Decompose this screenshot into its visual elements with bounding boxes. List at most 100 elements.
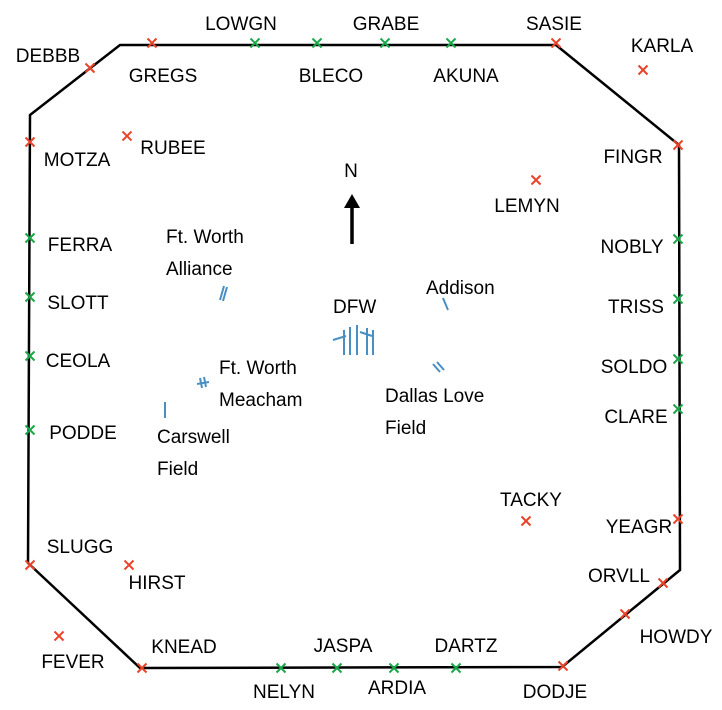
- fix-label: SLOTT: [47, 293, 109, 314]
- fix-marker: [24, 424, 36, 436]
- fix-label: MOTZA: [44, 150, 111, 171]
- marker-stroke: [672, 139, 684, 151]
- fix-label: DODJE: [523, 682, 587, 703]
- fix-marker: [311, 37, 323, 49]
- fix-marker: [123, 559, 135, 571]
- fix-marker: [672, 139, 684, 151]
- airport-label: Dallas Love: [385, 386, 484, 407]
- marker-stroke: [445, 37, 457, 49]
- marker-stroke: [672, 293, 684, 305]
- marker-stroke: [53, 630, 65, 642]
- fix-marker: [672, 233, 684, 245]
- north-arrow: [344, 194, 360, 244]
- fix-label: KNEAD: [151, 637, 216, 658]
- marker-stroke: [530, 174, 542, 186]
- fix-marker: [637, 64, 649, 76]
- fix-marker: [445, 37, 457, 49]
- marker-stroke: [637, 64, 649, 76]
- fix-marker: [672, 513, 684, 525]
- fix-marker: [24, 232, 36, 244]
- marker-stroke: [24, 559, 36, 571]
- marker-stroke: [672, 353, 684, 365]
- marker-stroke: [557, 660, 569, 672]
- fix-label: DEBBB: [16, 46, 80, 67]
- fix-marker: [136, 662, 148, 674]
- fix-label: NELYN: [253, 682, 315, 703]
- fix-marker: [121, 130, 133, 142]
- airport-label: Alliance: [166, 259, 233, 280]
- fix-label: TACKY: [500, 490, 562, 511]
- marker-stroke: [311, 37, 323, 49]
- fix-label: RUBEE: [140, 138, 205, 159]
- airport-label: Meacham: [219, 390, 302, 411]
- fix-marker: [388, 662, 400, 674]
- marker-stroke: [672, 403, 684, 415]
- fix-label: PODDE: [49, 423, 117, 444]
- fix-marker: [520, 515, 532, 527]
- fix-label: AKUNA: [433, 66, 499, 87]
- fix-marker: [53, 630, 65, 642]
- marker-stroke: [379, 37, 391, 49]
- fix-marker: [450, 662, 462, 674]
- fix-marker: [672, 293, 684, 305]
- fix-label: FINGR: [603, 147, 662, 168]
- fix-label: SOLDO: [601, 357, 668, 378]
- fix-label: NOBLY: [600, 237, 663, 258]
- fix-marker: [24, 350, 36, 362]
- marker-stroke: [84, 62, 96, 74]
- fix-marker: [379, 37, 391, 49]
- fix-label: CLARE: [604, 407, 667, 428]
- fix-label: FEVER: [41, 652, 104, 673]
- fix-label: ARDIA: [368, 678, 426, 699]
- fix-label: SASIE: [526, 14, 582, 35]
- marker-stroke: [450, 662, 462, 674]
- fix-label: TRISS: [608, 297, 664, 318]
- fix-marker: [557, 660, 569, 672]
- marker-stroke: [24, 424, 36, 436]
- fix-marker: [249, 37, 261, 49]
- fix-marker: [24, 291, 36, 303]
- fix-marker: [619, 608, 631, 620]
- fix-marker: [24, 559, 36, 571]
- airport-label: Ft. Worth: [219, 358, 297, 379]
- fix-label: GRABE: [353, 14, 420, 35]
- fix-marker: [146, 37, 158, 49]
- marker-stroke: [657, 577, 669, 589]
- marker-stroke: [24, 350, 36, 362]
- fix-marker: [275, 662, 287, 674]
- fix-label: CEOLA: [46, 351, 111, 372]
- north-label: N: [344, 161, 358, 182]
- fix-label: ORVLL: [588, 566, 650, 587]
- airport-label: Ft. Worth: [166, 227, 244, 248]
- airport-label: Field: [385, 418, 426, 439]
- marker-stroke: [672, 233, 684, 245]
- marker-stroke: [619, 608, 631, 620]
- marker-stroke: [121, 130, 133, 142]
- marker-stroke: [388, 662, 400, 674]
- marker-stroke: [520, 515, 532, 527]
- marker-stroke: [275, 662, 287, 674]
- fix-label: JASPA: [314, 636, 373, 657]
- marker-stroke: [24, 232, 36, 244]
- marker-stroke: [249, 37, 261, 49]
- fix-marker: [331, 662, 343, 674]
- marker-stroke: [550, 37, 562, 49]
- marker-stroke: [672, 513, 684, 525]
- fix-marker: [24, 136, 36, 148]
- fix-label: GREGS: [129, 66, 198, 87]
- fix-marker: [672, 353, 684, 365]
- fix-label: HOWDY: [640, 627, 713, 648]
- fix-marker: [550, 37, 562, 49]
- fix-label: DARTZ: [435, 636, 498, 657]
- fix-label: LEMYN: [494, 196, 559, 217]
- marker-stroke: [24, 291, 36, 303]
- fix-label: SLUGG: [47, 537, 114, 558]
- airport-label: Field: [157, 459, 198, 480]
- fix-label: HIRST: [129, 573, 186, 594]
- marker-stroke: [331, 662, 343, 674]
- fix-label: BLECO: [299, 66, 363, 87]
- airport-label: DFW: [333, 297, 376, 318]
- fix-marker: [84, 62, 96, 74]
